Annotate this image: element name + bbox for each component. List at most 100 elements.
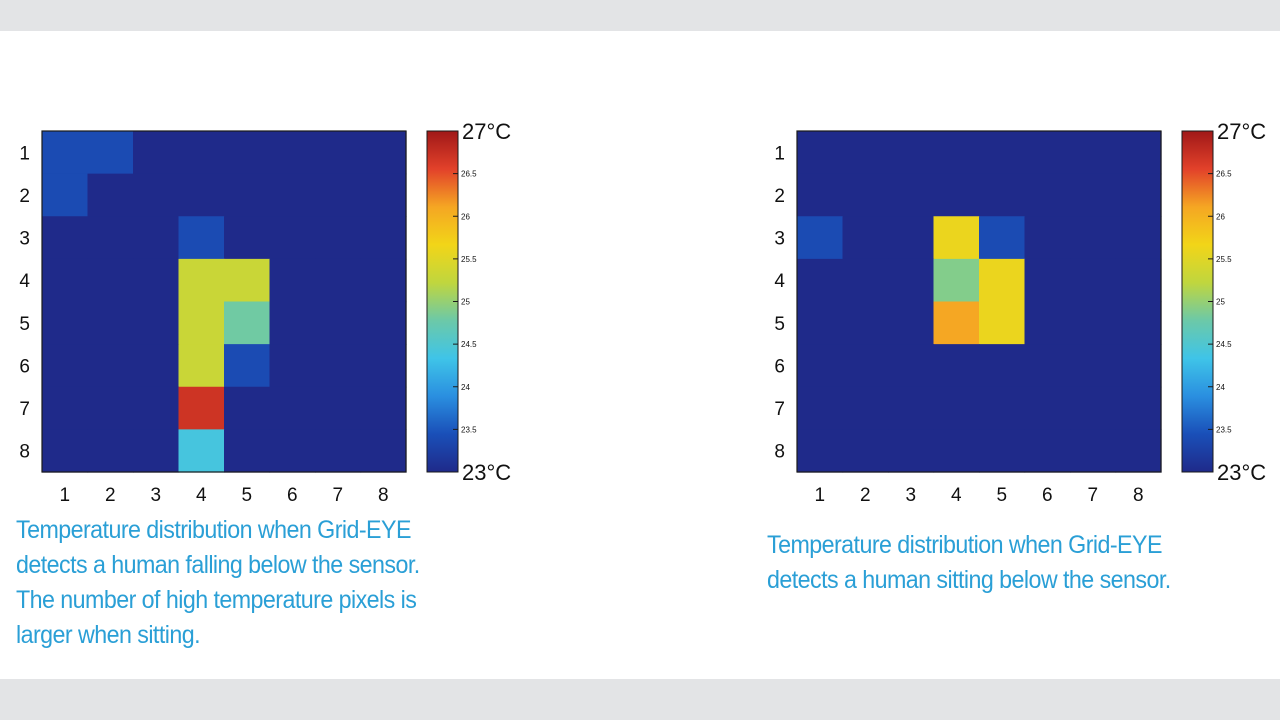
heatmap-cell [87, 386, 134, 430]
caption-line: Temperature distribution when Grid-EYE [767, 531, 1162, 559]
y-tick-label: 7 [774, 399, 785, 420]
colorbar-tick-label: 23.5 [1216, 425, 1232, 434]
y-tick-label: 1 [774, 143, 785, 164]
heatmap-cell [979, 386, 1026, 430]
heatmap-cell [178, 173, 225, 217]
colorbar-tick-label: 25 [461, 298, 470, 307]
heatmap-cell [133, 344, 180, 388]
colorbar-tick-label: 26 [461, 212, 470, 221]
heatmap-cell [360, 173, 407, 217]
heatmap-cell [133, 173, 180, 217]
heatmap-cell [888, 301, 935, 345]
heatmap-cell [1070, 429, 1117, 473]
heatmap-cell [42, 216, 89, 260]
heatmap-cell [224, 344, 271, 388]
heatmap-cell [1115, 344, 1162, 388]
heatmap-cell [269, 344, 316, 388]
heatmap-cell [269, 301, 316, 345]
x-tick-label: 6 [1042, 485, 1053, 506]
heatmap-cell [87, 344, 134, 388]
heatmap-cell [315, 258, 362, 303]
heatmap-cell [269, 131, 316, 175]
heatmap-cell [360, 258, 407, 303]
heatmap-cell [133, 429, 180, 473]
heatmap-cell [269, 216, 316, 260]
heatmap-cell [888, 131, 935, 175]
heatmap-falling: 1 2 3 4 5 6 7 8 1 2 3 4 5 6 7 8 26.5 26 25.5 25 24.5 24 23.5 27… [19, 119, 511, 506]
heatmap-cell [933, 429, 980, 473]
y-tick-label: 2 [19, 186, 30, 207]
heatmap-cell [1024, 131, 1071, 175]
y-tick-label: 5 [774, 314, 785, 335]
heatmap-cell [178, 429, 225, 473]
heatmap-cell [133, 386, 180, 430]
heatmap-cell [224, 301, 271, 345]
y-tick-label: 4 [19, 271, 30, 292]
heatmap-cell [888, 216, 935, 260]
colorbar-tick-label: 25.5 [461, 255, 477, 264]
y-tick-label: 6 [19, 356, 30, 377]
heatmap-cell [42, 386, 89, 430]
heatmap-cell [1070, 301, 1117, 345]
heatmap-cell [797, 344, 844, 388]
heatmap-cell [979, 173, 1026, 217]
heatmap-cell [1024, 344, 1071, 388]
x-tick-label: 2 [860, 485, 871, 506]
heatmap-cell [1115, 386, 1162, 430]
heatmap-cell [888, 344, 935, 388]
heatmap-sitting: 1 2 3 4 5 6 7 8 1 2 3 4 5 6 7 8 26.5 26 25.5 25 24.5 24 23.5 27… [774, 119, 1266, 506]
heatmap-cell [224, 216, 271, 260]
colorbar-tick-label: 24 [461, 383, 470, 392]
heatmap-cell [842, 216, 889, 260]
colorbar-tick-label: 24 [1216, 383, 1225, 392]
heatmap-cell [1070, 386, 1117, 430]
heatmap-cell [178, 301, 225, 345]
heatmap-cell [133, 216, 180, 260]
colorbar [426, 130, 459, 473]
heatmap-cell [315, 344, 362, 388]
heatmap-cell [87, 258, 134, 303]
caption-line: The number of high temperature pixels is [16, 586, 417, 614]
heatmap-cell [1115, 216, 1162, 260]
heatmap-cell [87, 173, 134, 217]
x-tick-label: 3 [150, 485, 161, 506]
heatmap-cell [933, 344, 980, 388]
heatmap-cell [360, 429, 407, 473]
heatmap-cell [933, 131, 980, 175]
colorbar-max-label: 27°C [462, 119, 511, 144]
colorbar-tick-label: 26.5 [461, 170, 477, 179]
heatmap-cell [178, 344, 225, 388]
heatmap-cell [1070, 131, 1117, 175]
heatmap-cell [360, 216, 407, 260]
heatmap-cell [224, 386, 271, 430]
heatmap-cell [933, 216, 980, 260]
caption-line: detects a human falling below the sensor… [16, 551, 420, 579]
colorbar-tick-label: 24.5 [461, 340, 477, 349]
heatmap-cell [224, 429, 271, 473]
heatmap-cell [315, 173, 362, 217]
x-tick-label: 4 [196, 485, 207, 506]
heatmap-cell [842, 173, 889, 217]
heatmap-cell [133, 258, 180, 303]
heatmap-cell [360, 386, 407, 430]
heatmap-cell [842, 386, 889, 430]
heatmap-cell [979, 429, 1026, 473]
colorbar-tick-label: 26.5 [1216, 170, 1232, 179]
heatmap-cell [797, 131, 844, 175]
heatmap-cell [842, 429, 889, 473]
y-tick-label: 7 [19, 399, 30, 420]
heatmap-cell [979, 216, 1026, 260]
colorbar-max-label: 27°C [1217, 119, 1266, 144]
colorbar-tick-label: 24.5 [1216, 340, 1232, 349]
colorbar-min-label: 23°C [462, 460, 511, 485]
heatmap-cell [842, 131, 889, 175]
heatmap-cell [224, 173, 271, 217]
y-tick-label: 6 [774, 356, 785, 377]
heatmap-cell [979, 131, 1026, 175]
heatmap-cell [797, 173, 844, 217]
heatmap-cell [888, 386, 935, 430]
heatmap-cell [1024, 386, 1071, 430]
heatmap-cell [87, 131, 134, 175]
heatmap-cell [178, 216, 225, 260]
heatmap-cell [797, 258, 844, 303]
